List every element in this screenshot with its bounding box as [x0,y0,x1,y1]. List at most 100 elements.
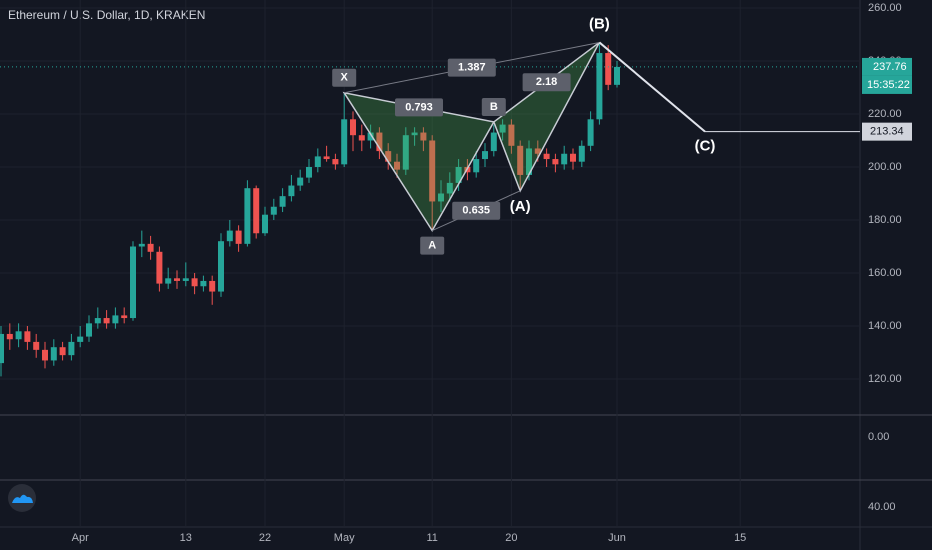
candle-body [543,153,550,160]
candle-body [0,333,4,364]
candle-body [121,315,128,319]
candle-body [402,135,409,170]
point-label: (A) [510,198,531,215]
candle-body [385,151,392,162]
candle-body [147,243,154,252]
x-tick-label: 20 [505,532,517,544]
candle-body [174,278,180,281]
ratio-label: 2.18 [536,76,557,88]
candle-body [253,188,260,234]
x-tick-label: Jun [608,532,626,544]
y-tick-label: 140.00 [868,320,902,332]
logo-icon[interactable] [12,494,33,503]
candle-body [6,333,13,340]
candle-body [561,153,568,165]
candle-body [42,349,48,361]
candle-body [138,243,145,247]
candle-body [517,145,524,175]
candle-body [438,193,444,202]
candle-body [24,331,31,342]
ratio-label: 1.387 [458,62,486,74]
level-box [862,122,912,141]
candle-body [235,230,242,244]
x-tick-label: 13 [180,532,192,544]
candle-body [200,280,207,287]
candle-body [420,132,427,141]
point-box [481,97,506,116]
candle-body [552,159,559,165]
candle-body [94,318,101,324]
ratio-box [522,73,571,92]
candle-body [508,124,515,146]
candle-body [490,132,497,152]
candle-body [341,119,348,165]
candle-body [429,140,436,202]
ratio-box [447,58,496,77]
pane-label: 40.00 [868,501,896,513]
candle-body [165,278,172,284]
pane-label: 0.00 [868,431,889,443]
ratio-box [395,98,443,117]
candle-body [270,206,277,215]
countdown-box [862,75,912,94]
ratio-box [452,201,501,220]
countdown-label: 15:35:22 [867,79,910,91]
point-box [332,68,357,87]
point-label: (B) [589,15,610,32]
candle-body [262,214,268,234]
candle-body [103,318,110,324]
y-tick-label: 220.00 [868,108,902,120]
candle-body [15,331,22,340]
candle-body [77,336,84,342]
candle-body [394,161,400,170]
candle-body [587,119,594,146]
candle-body [279,196,286,207]
candle-body [614,66,620,85]
candle-body [191,278,198,287]
candle-body [596,53,603,120]
ratio-label: 0.635 [462,205,490,217]
candle-body [314,156,321,167]
candle-body [297,177,304,186]
logo[interactable] [8,484,36,512]
ratio-label: 0.793 [405,101,433,113]
x-tick-label: 15 [734,532,746,544]
candle-body [86,323,92,337]
candle-body [218,241,224,292]
candle-body [367,132,374,141]
candle-body [112,315,119,324]
point-label: B [490,101,498,113]
chart-title: Ethereum / U.S. Dollar, 1D, KRAKEN [8,8,205,22]
candle-body [446,182,453,194]
candle-body [244,188,251,244]
y-tick-label: 160.00 [868,267,902,279]
candle-body [59,347,66,356]
level-label: 213.34 [870,126,904,138]
candle-body [499,124,506,133]
last-price-label: 237.76 [873,61,907,73]
candle-body [156,251,163,284]
candle-body [33,341,40,350]
x-tick-label: Apr [72,532,89,544]
candle-body [288,185,295,197]
projection-line [598,41,706,133]
candle-body [182,278,189,281]
candle-body [350,119,356,136]
candle-body [526,148,532,175]
candle-body [473,159,480,173]
candle-body [226,230,233,242]
y-tick-label: 120.00 [868,373,902,385]
x-tick-label: 11 [426,532,437,544]
x-tick-label: 22 [259,532,271,544]
point-label: X [341,72,349,84]
candle-body [534,148,541,154]
y-tick-label: 260.00 [868,2,902,14]
candle-body [209,280,216,292]
x-tick-label: May [334,532,355,544]
candle-body [605,53,612,85]
y-tick-label: 180.00 [868,214,902,226]
candle-body [570,153,576,162]
